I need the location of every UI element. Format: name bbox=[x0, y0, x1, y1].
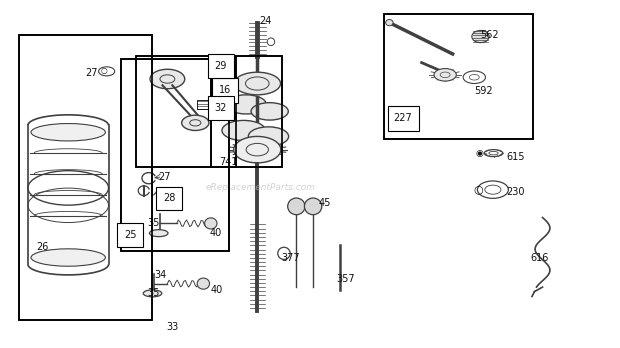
Bar bbox=[208, 96, 234, 120]
Circle shape bbox=[150, 69, 185, 89]
Text: 28: 28 bbox=[163, 193, 175, 203]
Bar bbox=[211, 56, 282, 167]
Text: 32: 32 bbox=[215, 103, 227, 113]
Text: 357: 357 bbox=[337, 274, 355, 284]
Bar bbox=[388, 106, 418, 131]
Text: 45: 45 bbox=[318, 198, 330, 207]
Bar bbox=[121, 59, 229, 251]
Bar bbox=[197, 100, 208, 109]
Ellipse shape bbox=[386, 19, 393, 26]
Ellipse shape bbox=[31, 249, 105, 266]
Text: 227: 227 bbox=[394, 113, 412, 123]
Bar bbox=[384, 14, 533, 139]
Text: 33: 33 bbox=[166, 322, 179, 332]
Text: 16: 16 bbox=[219, 86, 231, 95]
Bar bbox=[19, 35, 152, 320]
Bar bbox=[156, 187, 182, 210]
Text: 26: 26 bbox=[36, 242, 48, 252]
Ellipse shape bbox=[226, 95, 266, 114]
Text: 741: 741 bbox=[219, 157, 237, 167]
Text: 27: 27 bbox=[158, 173, 170, 182]
Circle shape bbox=[234, 136, 281, 163]
Text: ○: ○ bbox=[473, 185, 483, 195]
Bar bbox=[384, 14, 533, 139]
Text: 40: 40 bbox=[210, 228, 222, 238]
Ellipse shape bbox=[149, 230, 168, 237]
Ellipse shape bbox=[197, 278, 210, 289]
Ellipse shape bbox=[31, 124, 105, 141]
Ellipse shape bbox=[222, 120, 265, 141]
Bar bbox=[136, 56, 236, 167]
Ellipse shape bbox=[248, 127, 288, 146]
Text: ○: ○ bbox=[101, 66, 107, 75]
Ellipse shape bbox=[288, 198, 305, 215]
Text: 615: 615 bbox=[507, 152, 525, 162]
Bar bbox=[117, 223, 143, 247]
Text: 25: 25 bbox=[124, 230, 136, 240]
Text: eReplacementParts.com: eReplacementParts.com bbox=[205, 183, 316, 192]
Bar bbox=[211, 56, 282, 167]
Circle shape bbox=[182, 115, 209, 130]
Text: 35: 35 bbox=[148, 288, 160, 298]
Text: 24: 24 bbox=[259, 16, 272, 26]
Ellipse shape bbox=[304, 198, 322, 215]
Bar bbox=[121, 59, 229, 251]
Text: 616: 616 bbox=[530, 253, 549, 263]
Ellipse shape bbox=[251, 103, 288, 120]
Bar bbox=[19, 35, 152, 320]
Ellipse shape bbox=[472, 31, 489, 43]
Ellipse shape bbox=[234, 72, 280, 95]
Bar bbox=[212, 78, 238, 103]
Text: 562: 562 bbox=[480, 30, 499, 40]
Text: 27: 27 bbox=[86, 68, 98, 78]
Text: 35: 35 bbox=[148, 219, 160, 228]
Text: ◉: ◉ bbox=[476, 149, 483, 158]
Ellipse shape bbox=[143, 290, 162, 297]
Text: 230: 230 bbox=[507, 187, 525, 197]
Circle shape bbox=[434, 69, 456, 81]
Text: 377: 377 bbox=[281, 253, 299, 263]
Text: 592: 592 bbox=[474, 86, 493, 96]
Text: 34: 34 bbox=[154, 270, 166, 280]
Text: 40: 40 bbox=[211, 285, 223, 294]
Bar bbox=[208, 54, 234, 78]
Ellipse shape bbox=[205, 218, 217, 229]
Text: 29: 29 bbox=[215, 61, 227, 71]
Bar bbox=[136, 56, 236, 167]
